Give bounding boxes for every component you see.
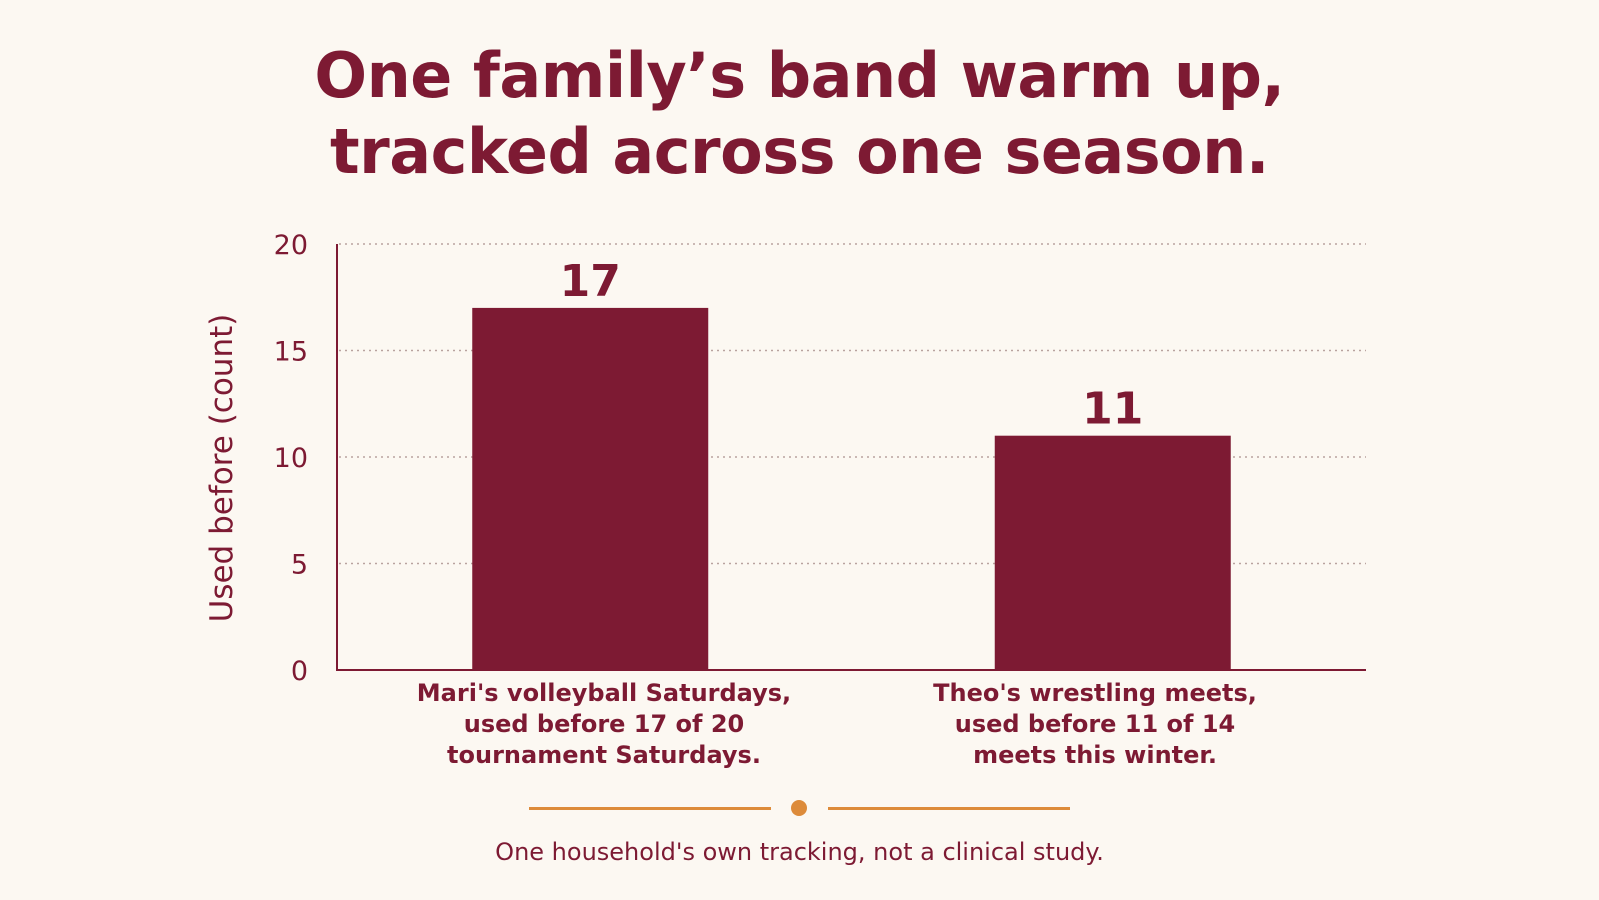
x-category-2-line-3: meets this winter. [973,741,1217,769]
chart-title-line-2: tracked across one season. [330,115,1269,188]
y-axis-label: Used before (count) [204,314,240,623]
x-category-2-line-1: Theo's wrestling meets, [933,679,1257,707]
divider-line-left [529,807,771,810]
x-category-label-1: Mari's volleyball Saturdays, used before… [394,678,814,771]
x-category-label-2: Theo's wrestling meets, used before 11 o… [885,678,1305,771]
x-category-1-line-3: tournament Saturdays. [447,741,761,769]
y-tick-label: 15 [274,337,308,368]
y-tick-label: 20 [274,230,308,261]
y-tick-label: 5 [291,550,308,581]
y-tick-label: 0 [291,656,308,687]
axes [336,244,1366,671]
bar-value-label: 17 [560,256,621,307]
bars [472,307,1231,670]
x-category-1-line-2: used before 17 of 20 [463,710,745,738]
bar [472,307,709,670]
chart-title: One family’s band warm up, tracked acros… [0,38,1599,190]
x-category-2-line-2: used before 11 of 14 [954,710,1236,738]
bar [994,435,1231,670]
bar-value-label: 11 [1082,384,1143,435]
x-category-1-line-1: Mari's volleyball Saturdays, [416,679,792,707]
y-tick-labels: 0 5 10 15 20 [274,230,308,687]
divider-line-right [828,807,1070,810]
chart-title-line-1: One family’s band warm up, [314,39,1285,112]
divider-dot [791,800,807,816]
y-tick-label: 10 [274,443,308,474]
footnote: One household's own tracking, not a clin… [495,838,1104,866]
